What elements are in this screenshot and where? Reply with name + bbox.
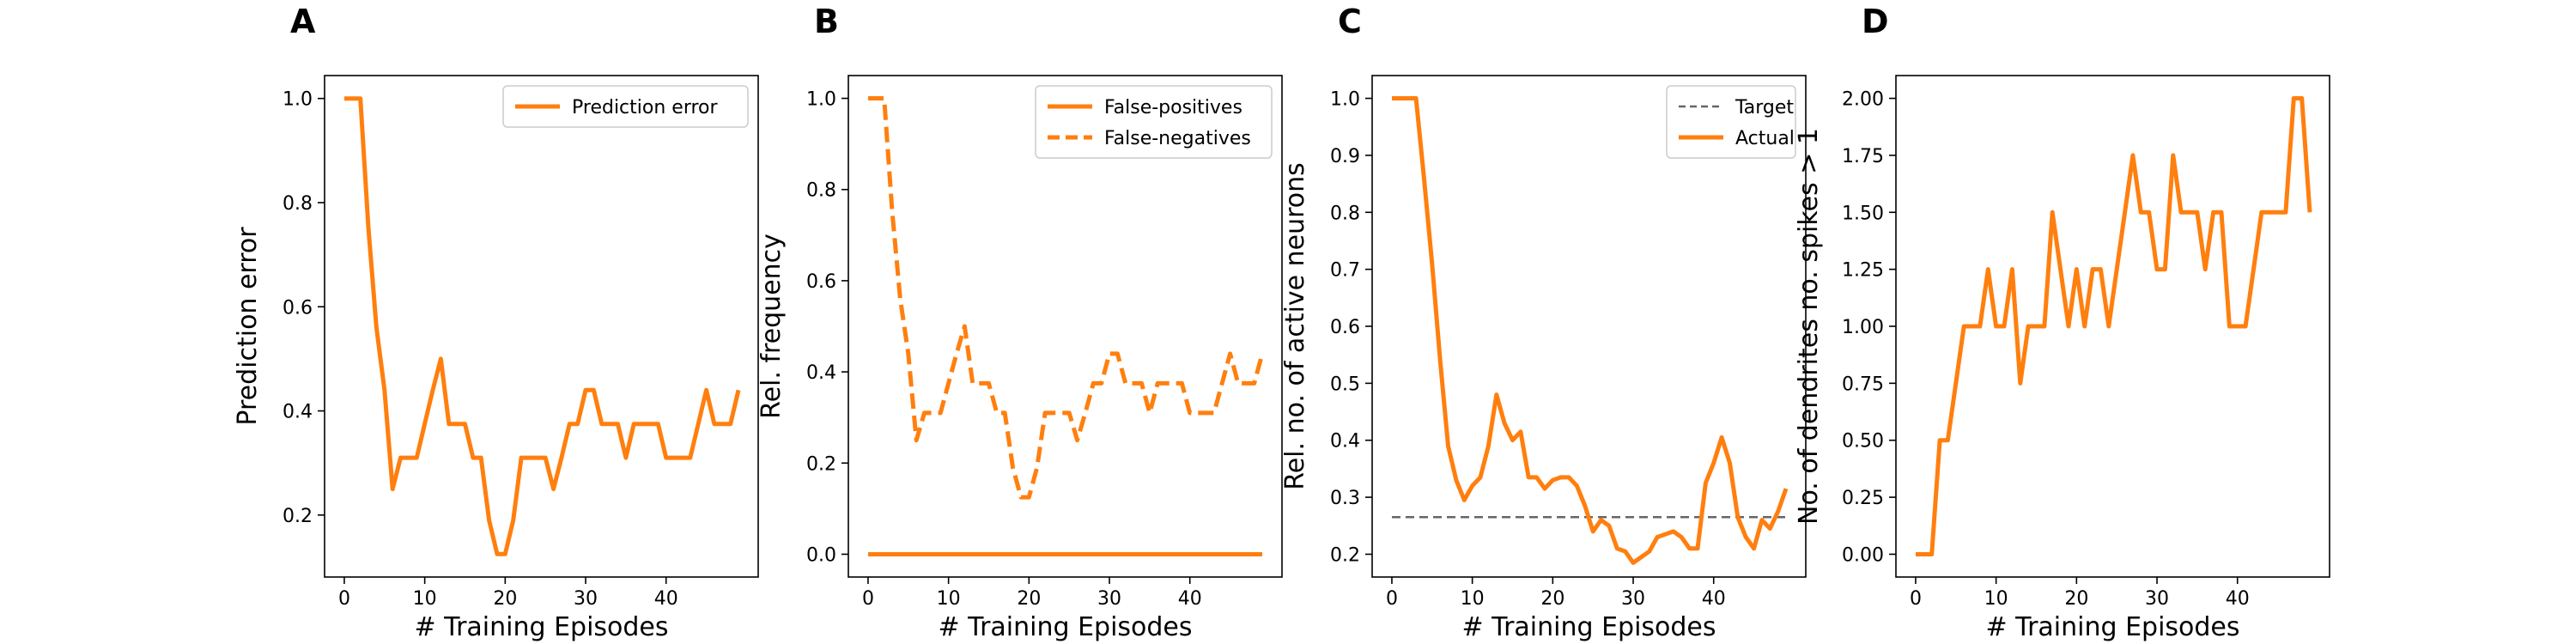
y-tick-label: 1.75	[1842, 146, 1884, 167]
y-tick-label: 0.2	[283, 506, 313, 527]
y-tick-label: 0.2	[1330, 544, 1360, 566]
panel-a: A 0 10 20 30 40 0.2 0.4 0.6 0.8 1.0 # Training Epis…	[233, 3, 759, 642]
x-tick-label: 10	[1461, 588, 1485, 610]
legend-label: Actual	[1735, 128, 1795, 149]
panel-d: D 0 10 20 30 40 0.00 0.25 0.50 0.75 1.00 1.25 1.50 1.…	[1794, 3, 2330, 642]
x-tick-label: 0	[1386, 588, 1398, 610]
y-tick-label: 1.25	[1842, 260, 1884, 282]
legend-frame	[1666, 85, 1796, 159]
legend: Prediction error	[502, 85, 749, 128]
x-tick-label: 30	[1097, 588, 1121, 610]
axes-frame	[848, 75, 1283, 578]
x-axis-label: # Training Episodes	[414, 612, 668, 642]
panel-letter: C	[1338, 3, 1362, 40]
y-axis-label: Prediction error	[233, 227, 263, 426]
legend-label: False-negatives	[1104, 128, 1251, 149]
series-line-data	[1916, 96, 2312, 556]
series-line-false-negatives	[868, 96, 1265, 500]
y-tick-label: 0.6	[1330, 317, 1360, 338]
x-tick-label: 40	[1702, 588, 1726, 610]
y-tick-label: 0.0	[806, 544, 836, 566]
x-tick-label: 30	[574, 588, 598, 610]
y-tick-label: 1.0	[806, 89, 836, 111]
series-line-prediction-error	[344, 96, 741, 556]
x-tick-label: 20	[1540, 588, 1564, 610]
legend: Target Actual	[1666, 85, 1796, 159]
legend-label: False-positives	[1104, 97, 1242, 118]
y-tick-label: 0.25	[1842, 488, 1884, 509]
y-tick-label: 0.50	[1842, 431, 1884, 453]
y-tick-label: 0.00	[1842, 544, 1884, 566]
y-tick-label: 0.8	[283, 193, 313, 215]
x-axis-label: # Training Episodes	[1985, 612, 2239, 642]
legend-frame	[1035, 85, 1273, 159]
y-tick-label: 0.4	[1330, 431, 1360, 453]
panel-c: C 0 10 20 30 40 0.2 0.3 0.4 0.5 0.6 0.7 0.8 0.9 1.0 # T…	[1280, 3, 1807, 642]
legend: False-positives False-negatives	[1035, 85, 1273, 159]
axes-frame	[324, 75, 759, 578]
x-tick-label: 0	[338, 588, 350, 610]
y-tick-label: 1.0	[283, 89, 313, 111]
x-axis-label: # Training Episodes	[938, 612, 1192, 642]
x-tick-label: 40	[1178, 588, 1202, 610]
axes-frame	[1895, 75, 2330, 578]
y-axis-label: No. of dendrites no. spikes > 1	[1794, 128, 1824, 525]
y-tick-label: 0.75	[1842, 374, 1884, 395]
y-tick-label: 0.2	[806, 453, 836, 475]
x-tick-label: 10	[1984, 588, 2008, 610]
y-axis-label: Rel. frequency	[756, 234, 787, 419]
y-tick-label: 2.00	[1842, 89, 1884, 111]
x-axis-label: # Training Episodes	[1461, 612, 1716, 642]
y-tick-label: 0.6	[283, 297, 313, 319]
series-line-actual	[1392, 96, 1789, 565]
y-tick-label: 1.50	[1842, 203, 1884, 224]
x-tick-label: 0	[862, 588, 874, 610]
x-tick-label: 10	[413, 588, 437, 610]
x-tick-label: 30	[1621, 588, 1645, 610]
x-tick-label: 20	[493, 588, 517, 610]
y-tick-label: 1.0	[1330, 89, 1360, 111]
panel-letter: B	[814, 3, 839, 40]
y-tick-label: 0.7	[1330, 260, 1360, 282]
x-tick-label: 40	[654, 588, 678, 610]
x-tick-label: 20	[1017, 588, 1041, 610]
panel-letter: A	[290, 3, 316, 40]
panel-letter: D	[1862, 3, 1889, 40]
y-tick-label: 0.3	[1330, 488, 1360, 509]
x-tick-label: 0	[1910, 588, 1922, 610]
y-tick-label: 0.8	[806, 180, 836, 202]
x-tick-label: 40	[2226, 588, 2250, 610]
y-tick-label: 0.9	[1330, 146, 1360, 167]
y-axis-label: Rel. no. of active neurons	[1280, 162, 1310, 490]
legend-label: Target	[1735, 97, 1794, 118]
x-tick-label: 30	[2145, 588, 2169, 610]
x-tick-label: 10	[937, 588, 961, 610]
y-tick-label: 1.00	[1842, 317, 1884, 338]
y-tick-label: 0.6	[806, 271, 836, 293]
legend-label: Prediction error	[572, 97, 718, 118]
y-tick-label: 0.5	[1330, 374, 1360, 395]
y-tick-label: 0.4	[806, 362, 836, 384]
x-tick-label: 20	[2064, 588, 2088, 610]
y-tick-label: 0.4	[283, 402, 313, 423]
panel-b: B 0 10 20 30 40 0.0 0.2 0.4 0.6 0.8 1.0 # Training E…	[756, 3, 1283, 642]
y-tick-label: 0.8	[1330, 203, 1360, 224]
legend-frame	[502, 85, 749, 128]
